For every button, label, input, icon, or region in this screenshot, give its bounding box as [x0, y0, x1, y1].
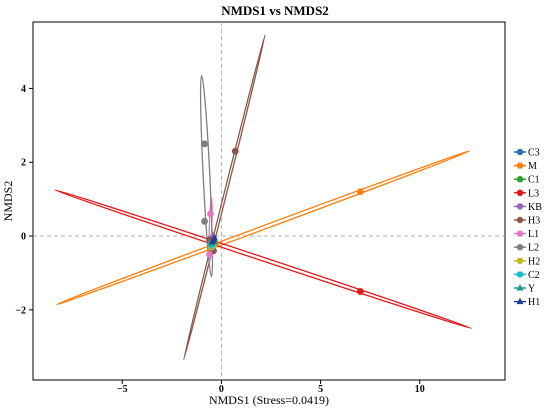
legend-item-c3: C3 — [514, 148, 540, 159]
x-tick-label: 10 — [415, 384, 425, 395]
legend-item-c2: C2 — [514, 270, 540, 281]
ellipse-l3 — [54, 189, 472, 330]
legend-marker — [516, 244, 524, 251]
legend-marker — [516, 284, 524, 291]
y-tick-label: 2 — [21, 158, 26, 169]
chart-title: NMDS1 vs NMDS2 — [221, 3, 329, 18]
legend-marker — [516, 230, 524, 237]
legend-marker — [516, 297, 524, 305]
point-l2 — [201, 140, 208, 148]
legend-marker — [516, 203, 524, 210]
legend-label: H2 — [528, 256, 540, 267]
legend-marker — [516, 162, 524, 169]
legend-label: C2 — [528, 270, 540, 281]
y-tick-label: 0 — [21, 232, 26, 243]
point-l2 — [201, 217, 208, 225]
legend: C3 M C1 L3 KB H3 L1 L2 H2 C2 Y H1 — [514, 148, 542, 308]
legend-marker — [516, 257, 524, 264]
legend-item-h2: H2 — [514, 256, 540, 267]
point-h3 — [231, 147, 239, 155]
legend-label: L3 — [528, 188, 539, 199]
y-axis-label: NMDS2 — [1, 181, 15, 222]
legend-item-l1: L1 — [514, 229, 539, 240]
x-axis-ticks: −5 0 5 10 — [117, 380, 425, 395]
point-h1 — [210, 233, 218, 241]
legend-label: KB — [528, 202, 542, 213]
x-tick-label: 0 — [219, 384, 224, 395]
reference-lines — [33, 22, 505, 380]
legend-item-h1: H1 — [514, 297, 540, 308]
ellipse-h3 — [183, 34, 266, 361]
legend-marker — [516, 271, 524, 278]
point-l1 — [206, 251, 213, 258]
y-tick-label: −2 — [15, 305, 26, 316]
legend-label: M — [528, 161, 537, 172]
legend-item-y: Y — [514, 284, 535, 295]
ellipses-layer — [54, 34, 472, 361]
points-layer — [201, 140, 364, 295]
ellipse-m — [56, 150, 470, 306]
legend-label: C1 — [528, 175, 540, 186]
legend-label: C3 — [528, 148, 540, 159]
plot-area — [32, 21, 506, 381]
y-axis-ticks: −2 0 2 4 — [15, 84, 33, 316]
legend-marker — [516, 216, 524, 224]
legend-label: H3 — [528, 216, 540, 227]
y-tick-label: 4 — [21, 84, 26, 95]
x-tick-label: 5 — [318, 384, 323, 395]
ellipse-l2 — [199, 74, 214, 278]
legend-label: L2 — [528, 243, 539, 254]
legend-marker — [516, 148, 524, 156]
legend-item-h3: H3 — [514, 216, 540, 227]
point-l1 — [207, 210, 214, 218]
legend-item-c1: C1 — [514, 175, 540, 186]
legend-marker — [516, 176, 524, 183]
legend-label: Y — [528, 284, 535, 295]
point-m — [356, 188, 364, 196]
legend-item-l2: L2 — [514, 243, 539, 254]
point-h1 — [208, 237, 216, 245]
legend-label: H1 — [528, 297, 540, 308]
x-tick-label: −5 — [117, 384, 128, 395]
x-axis-label: NMDS1 (Stress=0.0419) — [209, 393, 329, 407]
legend-item-m: M — [514, 161, 537, 172]
point-l3 — [356, 288, 364, 295]
legend-item-kb: KB — [514, 202, 542, 213]
legend-marker — [516, 189, 524, 196]
legend-item-l3: L3 — [514, 188, 539, 199]
legend-label: L1 — [528, 229, 539, 240]
